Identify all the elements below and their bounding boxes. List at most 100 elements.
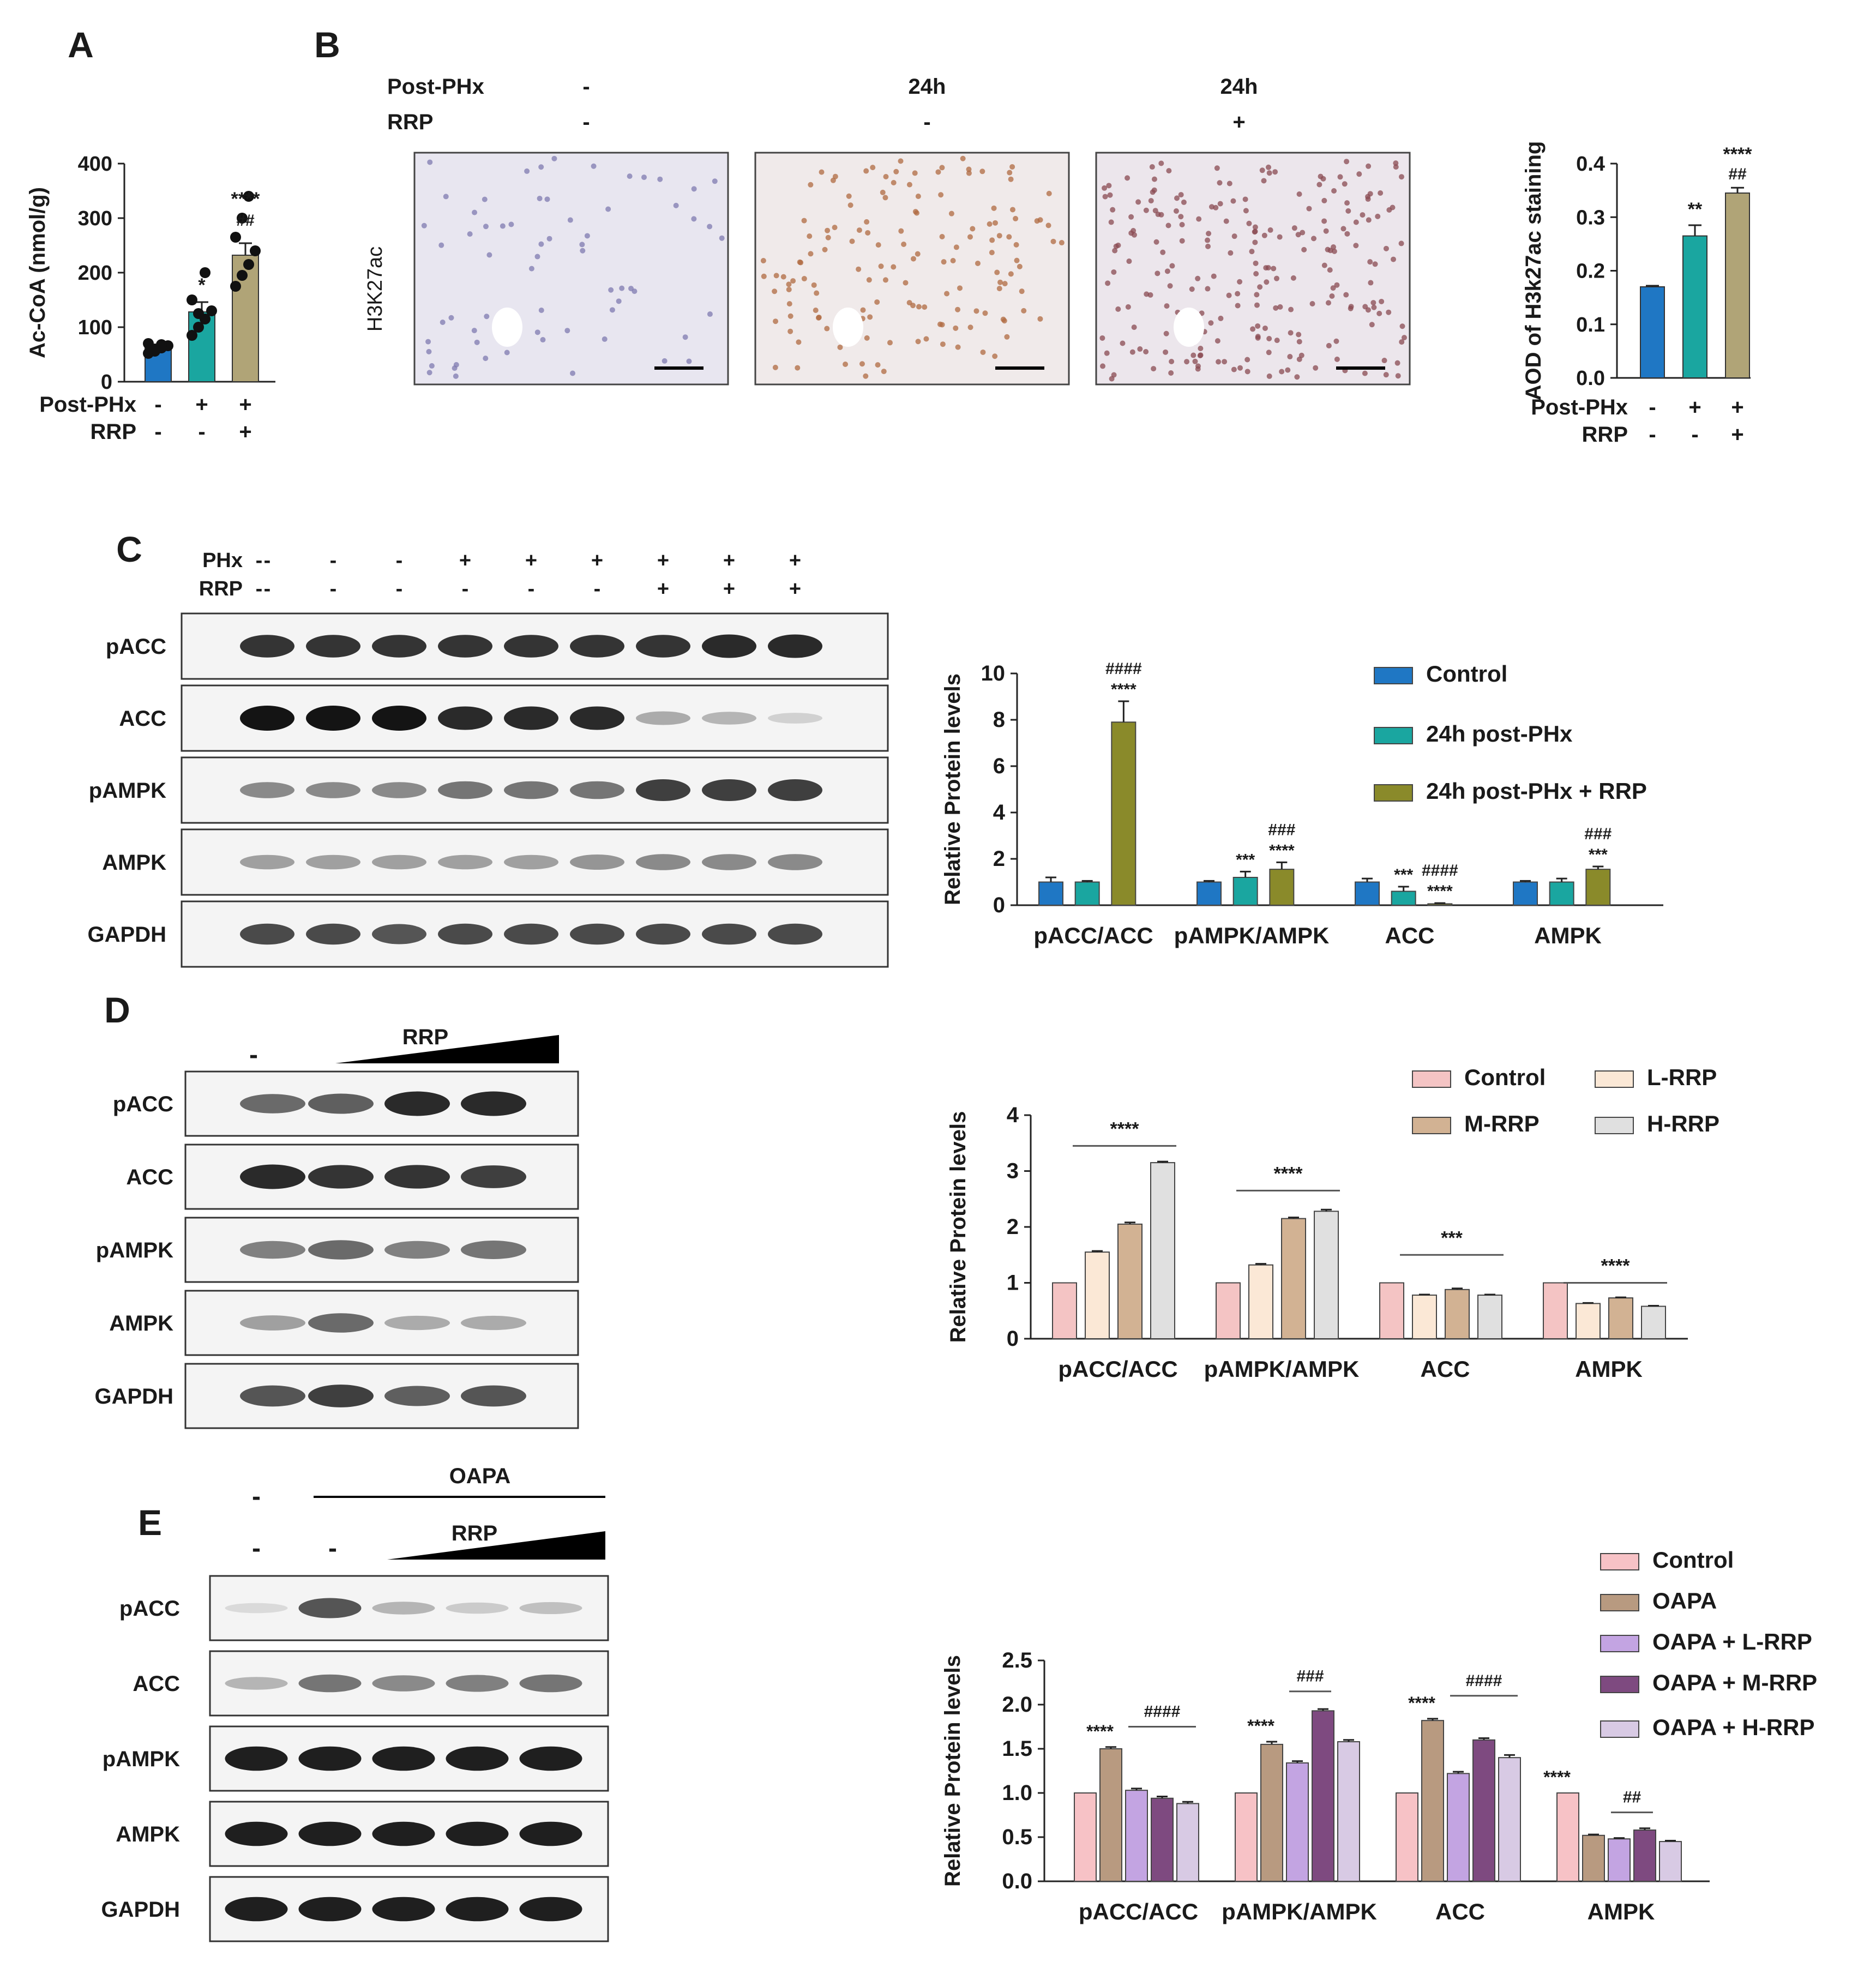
y-tick-label: 0.0 [1576,367,1605,390]
nucleus [471,328,477,334]
micrograph-frame [413,152,729,386]
condition-value: + [591,549,603,572]
nucleus [1150,189,1156,195]
nucleus [1274,338,1280,344]
nucleus [1164,268,1170,274]
significance-label: **** [1274,1163,1303,1184]
nucleus [910,303,916,309]
nucleus [602,336,608,342]
nucleus [1290,275,1296,281]
legend-label: 24h post-PHx + RRP [1426,778,1647,804]
nucleus [1216,359,1222,365]
nucleus [1131,324,1137,330]
legend-swatch [1600,1720,1639,1738]
nucleus [874,299,880,305]
nucleus [941,259,947,265]
x-tick-label: AMPK [1575,1356,1643,1382]
nucleus [866,277,872,283]
blot-band [702,779,756,802]
x-tick-label: pAMPK/AMPK [1174,923,1330,948]
data-point [156,339,167,350]
bar [1396,1792,1418,1882]
legend-label: 24h post-PHx [1426,721,1573,747]
nucleus [1356,171,1362,177]
nucleus [937,321,943,327]
nucleus [1021,308,1027,314]
nucleus [979,168,985,174]
blot-band [702,923,756,945]
nucleus [878,263,884,269]
nucleus [712,178,718,184]
nucleus [426,370,432,376]
nucleus [1333,338,1339,344]
nucleus [1192,358,1198,364]
nucleus [849,238,855,244]
nucleus [1353,243,1359,249]
nucleus [1144,291,1150,297]
blot-band [438,706,492,730]
nucleus [544,196,550,202]
data-point [237,213,248,224]
nucleus [997,279,1003,285]
nucleus [1013,215,1019,221]
blot-label: GAPDH [88,923,166,947]
vehicle-dash: - [252,1534,261,1563]
nucleus [1340,226,1346,232]
nucleus [641,174,647,180]
nucleus [901,241,907,247]
nucleus [1277,234,1283,240]
nucleus [591,163,597,169]
blot-band [384,1241,450,1259]
blot-band [768,923,822,945]
nucleus [1316,182,1322,188]
nucleus [1311,236,1317,242]
blot-band [225,1897,288,1922]
y-tick-label: 400 [78,153,112,176]
nucleus [1376,310,1382,316]
nucleus [825,227,831,233]
nucleus [534,254,540,260]
nucleus [1348,304,1354,310]
nucleus [1300,230,1306,236]
nucleus [707,311,713,317]
nucleus [863,168,869,174]
nucleus [1323,228,1329,234]
nucleus [957,285,963,291]
nucleus [1288,330,1294,336]
nucleus [1106,183,1112,189]
nucleus [1235,291,1241,297]
nucleus [1169,359,1175,365]
blot-band [372,635,426,658]
nucleus [691,186,697,192]
condition-value: - [528,577,535,600]
bar [1216,1282,1241,1339]
bar [1556,1792,1579,1882]
nucleus [1279,369,1285,375]
vessel [833,308,863,347]
blot-band [461,1241,526,1259]
bar [1260,1743,1283,1882]
bar [1286,1762,1309,1882]
blot-label: pAMPK [103,1747,180,1771]
condition-value: + [1688,395,1701,419]
blot-band [308,1385,374,1407]
blot-band [461,1315,526,1331]
nucleus [1007,170,1013,176]
legend-swatch [1374,667,1413,684]
nucleus [537,195,543,201]
nucleus [822,246,828,252]
nucleus [939,165,945,171]
nucleus [1169,263,1175,269]
blot-band [446,1897,509,1922]
significance-label: ## [1728,165,1747,183]
nucleus [1208,320,1214,326]
nucleus [955,344,961,350]
nucleus [953,244,959,250]
nucleus [609,307,615,313]
nucleus [538,241,544,247]
condition-label: RRP [387,110,433,134]
nucleus [938,192,944,198]
condition-value: + [789,549,801,572]
nucleus [426,348,432,354]
nucleus [1254,292,1260,298]
